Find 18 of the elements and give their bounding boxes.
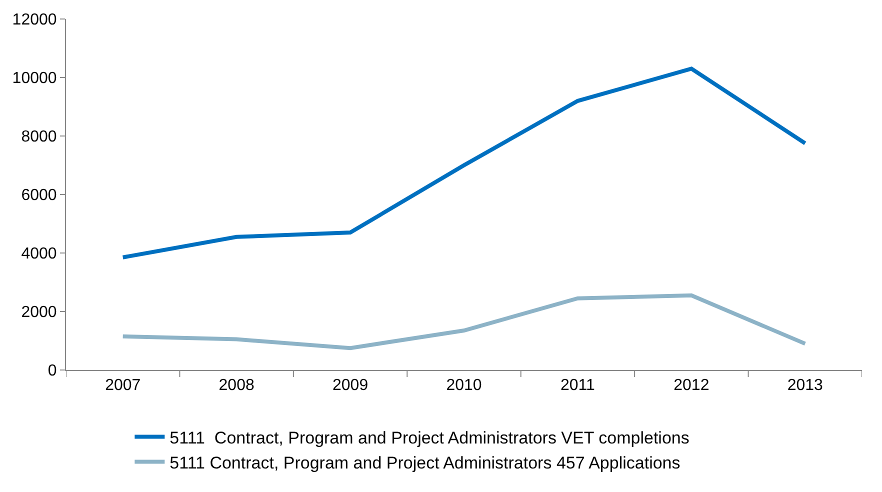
line-series	[120, 66, 808, 260]
y-tick-label: 6000	[21, 187, 57, 204]
x-tick-label: 2008	[218, 377, 254, 394]
y-tick-label: 2000	[21, 304, 57, 322]
y-tick-label: 10000	[12, 70, 57, 88]
x-tick-label: 2013	[787, 377, 824, 394]
legend-label: 5111 Contract, Program and Project Administrators 457 Applications	[170, 453, 680, 472]
legend-label: 5111 Contract, Program and Project Administrators VET completions	[170, 428, 690, 448]
y-tick-label: 4000	[21, 246, 57, 263]
y-tick-label: 0	[48, 362, 57, 380]
x-tick-label: 2007	[105, 377, 141, 394]
x-tick-label: 2009	[332, 377, 368, 394]
x-tick-label: 2011	[560, 377, 596, 394]
y-tick-label: 8000	[21, 128, 57, 146]
line-series	[120, 293, 808, 350]
x-tick-label: 2010	[446, 377, 482, 394]
x-tick-label: 2012	[674, 377, 710, 394]
y-tick-label: 12000	[12, 12, 57, 29]
